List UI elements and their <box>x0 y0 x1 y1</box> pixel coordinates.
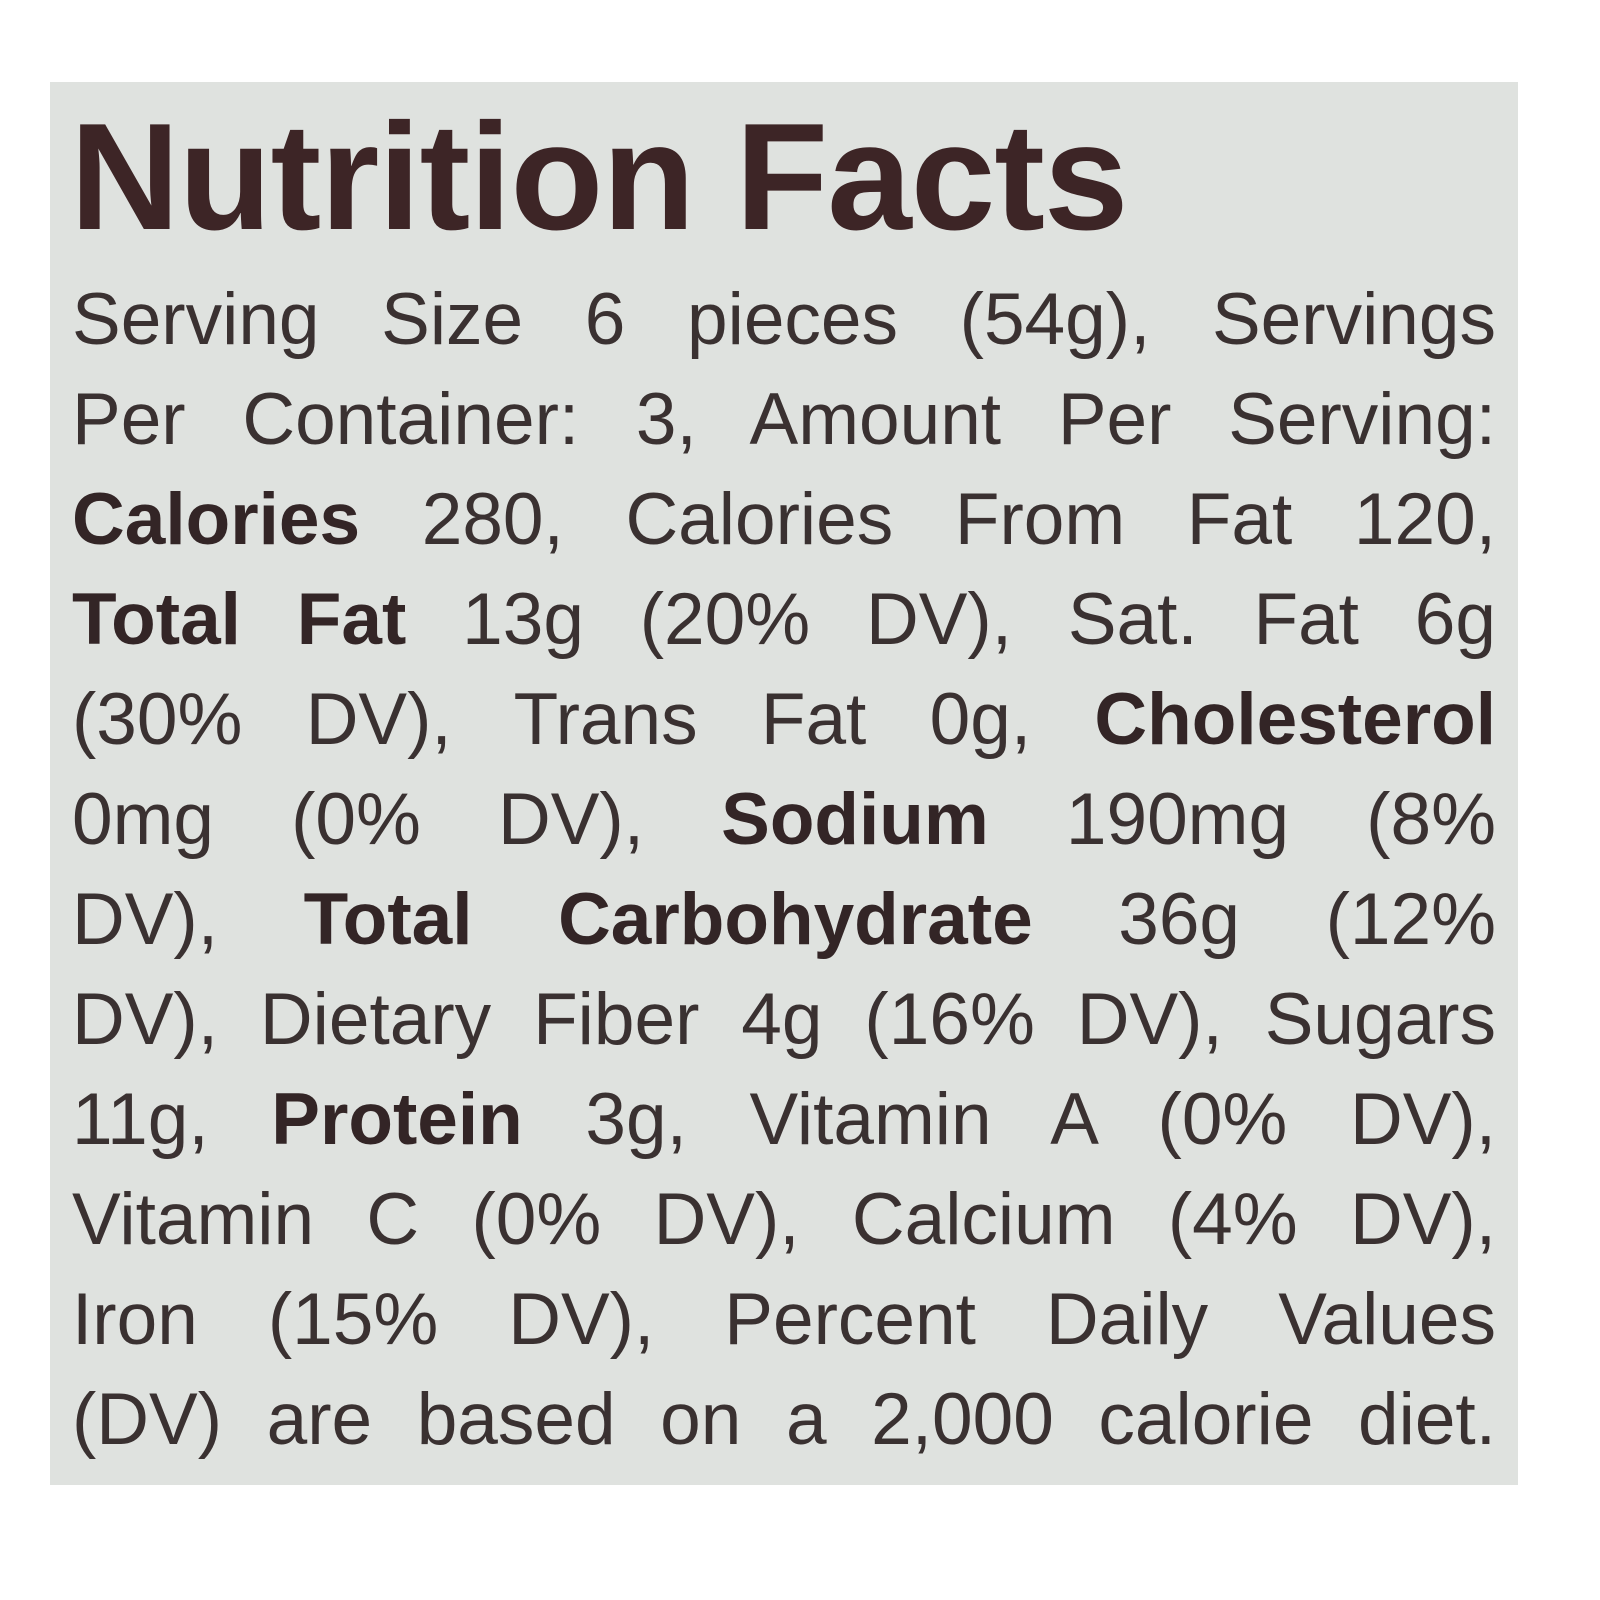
nutrition-facts-text: Serving Size 6 pieces (54g), Servings Per… <box>72 270 1496 1470</box>
label-line: Calories 280, Calories From Fat 120, <box>72 470 1496 570</box>
label-line: Iron (15% DV), Percent Daily Values <box>72 1270 1496 1370</box>
label-line: Serving Size 6 pieces (54g), Servings <box>72 270 1496 370</box>
nutrient-text: 13g (20% DV), Sat. Fat 6g <box>406 579 1496 660</box>
label-line: DV), Total Carbohydrate 36g (12% <box>72 870 1496 970</box>
nutrient-text: (DV) are based on a 2,000 calorie diet. <box>72 1379 1496 1460</box>
nutrient-name: Sodium <box>721 779 989 860</box>
nutrient-name: Cholesterol <box>1094 679 1496 760</box>
label-line: 0mg (0% DV), Sodium 190mg (8% <box>72 770 1496 870</box>
nutrient-name: Total Carbohydrate <box>303 879 1033 960</box>
nutrient-text: DV), <box>72 879 304 960</box>
nutrient-name: Calories <box>72 479 361 560</box>
nutrient-name: Total Fat <box>72 579 407 660</box>
nutrient-text: Serving Size 6 pieces (54g), Servings <box>72 279 1496 360</box>
nutrient-text: 190mg (8% <box>988 779 1496 860</box>
nutrient-text: DV), Dietary Fiber 4g (16% DV), Sugars <box>72 979 1496 1060</box>
label-line: (30% DV), Trans Fat 0g, Cholesterol <box>72 670 1496 770</box>
nutrient-text: 0mg (0% DV), <box>72 779 722 860</box>
nutrient-text: Iron (15% DV), Percent Daily Values <box>72 1279 1496 1360</box>
nutrition-facts-title: Nutrition Facts <box>70 92 1128 262</box>
label-line: (DV) are based on a 2,000 calorie diet. <box>72 1370 1496 1470</box>
nutrient-text: 36g (12% <box>1032 879 1496 960</box>
nutrient-text: 3g, Vitamin A (0% DV), <box>522 1079 1496 1160</box>
nutrient-text: 11g, <box>72 1079 272 1160</box>
label-line: Total Fat 13g (20% DV), Sat. Fat 6g <box>72 570 1496 670</box>
nutrient-text: 280, Calories From Fat 120, <box>360 479 1496 560</box>
nutrient-text: Vitamin C (0% DV), Calcium (4% DV), <box>72 1179 1496 1260</box>
label-line: DV), Dietary Fiber 4g (16% DV), Sugars <box>72 970 1496 1070</box>
label-line: 11g, Protein 3g, Vitamin A (0% DV), <box>72 1070 1496 1170</box>
nutrient-text: Per Container: 3, Amount Per Serving: <box>72 379 1496 460</box>
nutrition-label-panel <box>50 82 1518 1485</box>
nutrient-name: Protein <box>271 1079 523 1160</box>
label-line: Vitamin C (0% DV), Calcium (4% DV), <box>72 1170 1496 1270</box>
label-line: Per Container: 3, Amount Per Serving: <box>72 370 1496 470</box>
nutrient-text: (30% DV), Trans Fat 0g, <box>72 679 1095 760</box>
